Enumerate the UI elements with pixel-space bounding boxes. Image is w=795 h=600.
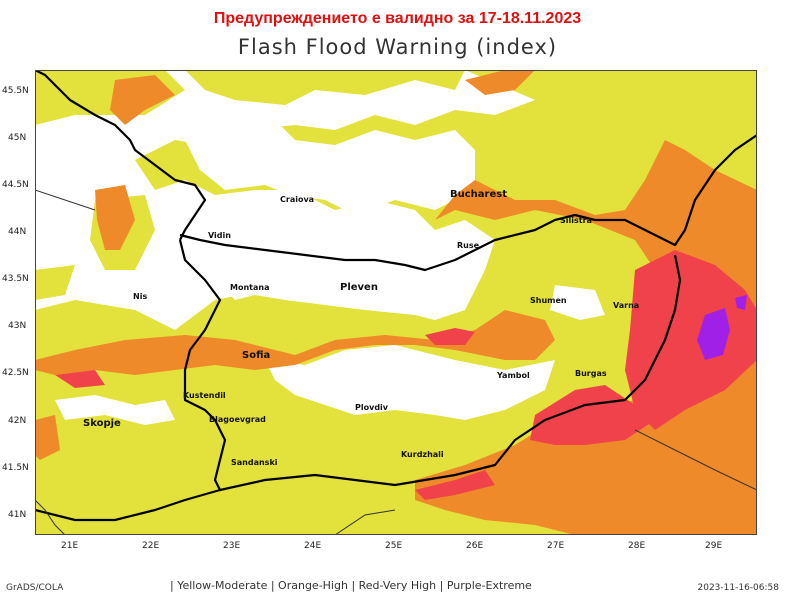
lon-tick: 24E (304, 541, 321, 551)
lon-axis: 21E 22E 23E 24E 25E 26E 27E 28E 29E (61, 541, 722, 551)
lat-tick: 44N (8, 227, 26, 237)
city-silistra: Silistra (560, 216, 592, 225)
city-kustendil: Kustendil (183, 391, 226, 400)
lon-tick: 29E (705, 541, 722, 551)
lat-tick: 41N (8, 510, 26, 520)
city-bucharest: Bucharest (450, 189, 507, 200)
city-plovdiv: Plovdiv (355, 403, 389, 412)
color-legend: | Yellow-Moderate | Orange-High | Red-Ve… (170, 579, 532, 592)
no-warning-zones (35, 95, 605, 425)
city-montana: Montana (230, 283, 269, 292)
validity-banner: Предупреждението е валидно за 17-18.11.2… (213, 10, 582, 27)
lat-tick: 45.5N (2, 86, 29, 96)
city-labels: Bucharest Craiova Silistra Vidin Ruse Mo… (83, 189, 639, 467)
city-yambol: Yambol (496, 371, 530, 380)
city-blagoevgrad: Blagoevgrad (209, 415, 266, 424)
city-vidin: Vidin (208, 231, 231, 240)
lat-axis: 45.5N 45N 44.5N 44N 43.5N 43N 42.5N 42N … (2, 86, 29, 520)
lat-tick: 44.5N (2, 180, 29, 190)
city-pleven: Pleven (340, 282, 378, 293)
warning-map: Bucharest Craiova Silistra Vidin Ruse Mo… (35, 70, 757, 535)
lat-tick: 42N (8, 416, 26, 426)
country-borders (35, 70, 757, 522)
lon-tick: 26E (466, 541, 483, 551)
lon-tick: 27E (547, 541, 564, 551)
thin-borders (35, 189, 757, 535)
city-nis: Nis (133, 292, 147, 301)
lon-tick: 25E (385, 541, 402, 551)
lon-tick: 22E (142, 541, 159, 551)
city-kurdzhali: Kurdzhali (401, 450, 444, 459)
city-sofia: Sofia (242, 350, 270, 361)
lat-tick: 41.5N (2, 463, 29, 473)
lat-tick: 42.5N (2, 368, 29, 378)
lat-tick: 43N (8, 321, 26, 331)
lon-tick: 23E (223, 541, 240, 551)
lon-tick: 28E (628, 541, 645, 551)
lat-tick: 45N (8, 133, 26, 143)
city-craiova: Craiova (280, 195, 314, 204)
city-burgas: Burgas (575, 369, 607, 378)
city-sandanski: Sandanski (231, 458, 278, 467)
source-credit: GrADS/COLA (6, 583, 64, 593)
lat-tick: 43.5N (2, 274, 29, 284)
city-shumen: Shumen (530, 296, 567, 305)
city-varna: Varna (613, 301, 639, 310)
city-ruse: Ruse (457, 241, 480, 250)
purple-zones (697, 295, 747, 360)
timestamp: 2023-11-16-06:58 (697, 583, 780, 593)
lon-tick: 21E (61, 541, 78, 551)
city-skopje: Skopje (83, 418, 121, 429)
map-title: Flash Flood Warning (index) (237, 35, 558, 59)
